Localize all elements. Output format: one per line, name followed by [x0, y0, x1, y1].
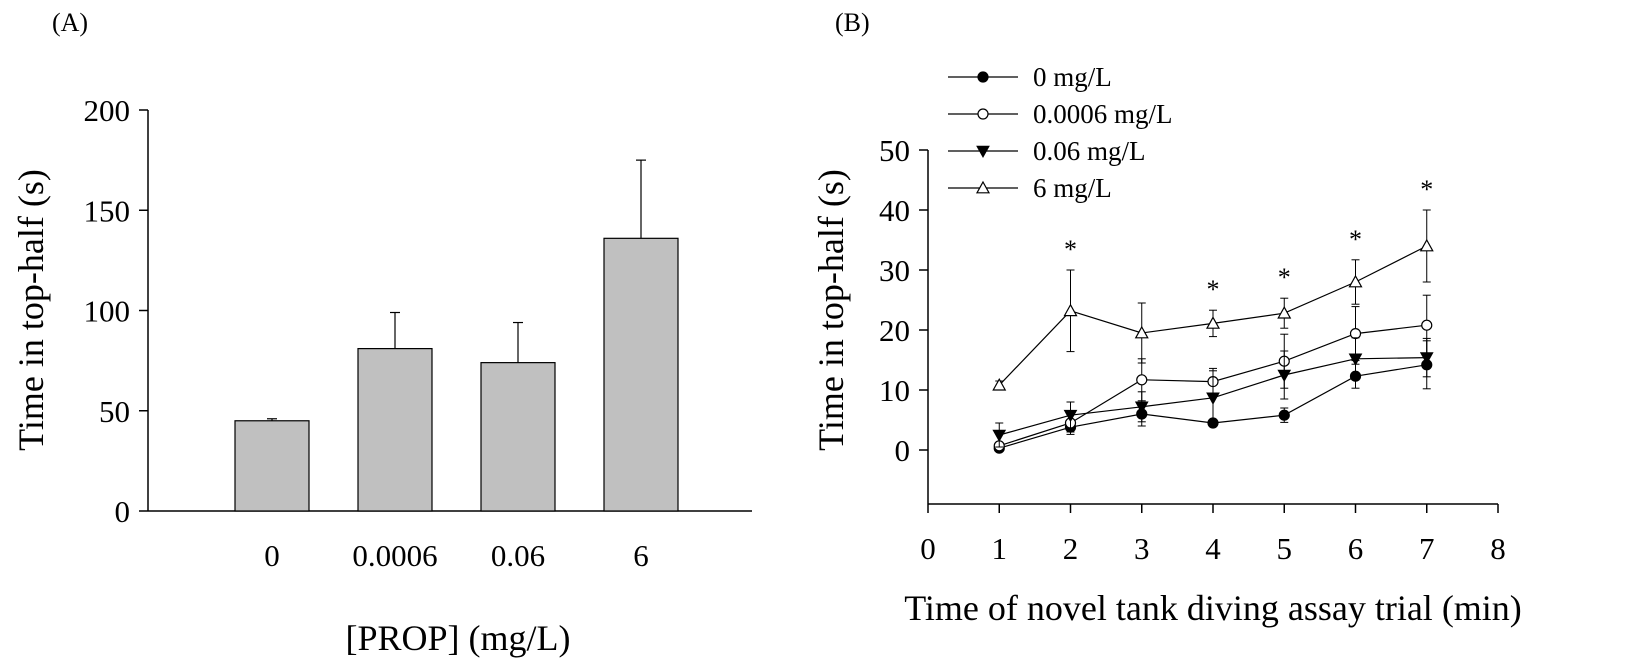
panel-b-legend-item: 6 mg/L: [948, 173, 1112, 203]
panel-a-label: (A): [52, 8, 88, 37]
panel-b-series-2: [992, 337, 1434, 448]
panel-a-x-tick-label: 0.06: [491, 538, 545, 573]
panel-b-significance-asterisk: *: [1064, 235, 1077, 264]
panel-b-legend-item: 0 mg/L: [948, 62, 1112, 92]
panel-a-x-axis-title: [PROP] (mg/L): [346, 618, 571, 658]
panel-b-significance-asterisk: *: [1349, 225, 1362, 254]
panel-b-data-point: [1278, 409, 1290, 421]
panel-b-data-point: [1205, 316, 1221, 329]
panel-b-x-tick-label: 0: [920, 531, 936, 566]
panel-b-x-tick-label: 6: [1348, 531, 1364, 566]
panel-b-legend-marker: [977, 108, 989, 120]
panel-b-series: [992, 209, 1434, 454]
panel-a-y-tick-label: 50: [99, 394, 130, 429]
panel-b-y-tick-label: 50: [879, 133, 910, 168]
panel-b-data-point: [1063, 409, 1078, 423]
panel-b-x-tick-label: 2: [1063, 531, 1079, 566]
panel-b-y-tick-label: 30: [879, 253, 910, 288]
panel-b-y-tick-label: 40: [879, 193, 910, 228]
panel-b-y-tick-label: 0: [895, 433, 911, 468]
panel-b-line-chart: (B) 0 10 20 30 40 50 0 1 2 3 4 5 6 7 8 * * * * * 0 mg/L 0.0…: [811, 8, 1522, 628]
panel-a-y-axis-title: Time in top-half (s): [11, 169, 51, 451]
panel-b-significance-markers: * * * * *: [1064, 175, 1433, 304]
panel-a-bar: [603, 237, 679, 512]
panel-b-legend-marker: [975, 180, 991, 194]
panel-a-y-tick-label: 0: [115, 494, 131, 529]
panel-a-x-tick-label: 0: [264, 538, 280, 573]
panel-a-y-tick-label: 150: [84, 193, 131, 228]
panel-b-x-tick-label: 8: [1490, 531, 1506, 566]
panel-b-x-tick-label: 1: [992, 531, 1008, 566]
panel-b-data-point: [1136, 374, 1148, 386]
panel-a-bar: [480, 362, 556, 512]
panel-a-bars: [234, 159, 679, 512]
panel-b-legend: 0 mg/L 0.0006 mg/L 0.06 mg/L 6 mg/L: [948, 62, 1173, 203]
panel-a-x-tick-label: 0.0006: [352, 538, 437, 573]
panel-b-legend-label: 0.06 mg/L: [1033, 136, 1146, 166]
panel-b-data-point: [1063, 303, 1078, 317]
panel-b-data-point: [992, 377, 1007, 391]
panel-b-data-point: [1348, 353, 1363, 366]
panel-b-data-point: [1134, 325, 1149, 339]
panel-b-y-tick-label: 10: [879, 373, 910, 408]
panel-b-y-tick-label: 20: [879, 313, 910, 348]
panel-b-data-point: [1134, 401, 1149, 414]
panel-b-x-tick-label: 4: [1205, 531, 1221, 566]
panel-b-data-point: [1419, 352, 1434, 365]
panel-b-legend-marker: [977, 71, 989, 83]
panel-b-legend-label: 0.0006 mg/L: [1033, 99, 1173, 129]
panel-b-data-point: [1277, 369, 1292, 383]
panel-b-axes: 0 10 20 30 40 50 0 1 2 3 4 5 6 7 8: [879, 133, 1506, 566]
panel-b-series-3: [992, 209, 1434, 391]
panel-a-y-tick-label: 200: [84, 93, 131, 128]
panel-b-legend-label: 0 mg/L: [1033, 62, 1112, 92]
panel-b-x-tick-label: 7: [1419, 531, 1435, 566]
panel-a-axes: 0 50 100 150 200 0 0.0006 0.06 6: [84, 93, 752, 573]
panel-a-y-tick-label: 100: [84, 294, 131, 329]
panel-b-significance-asterisk: *: [1278, 263, 1291, 292]
panel-a-bar: [357, 347, 433, 512]
panel-b-data-point: [992, 429, 1007, 443]
panel-b-data-point: [1348, 274, 1363, 288]
panel-b-legend-item: 0.0006 mg/L: [948, 99, 1173, 129]
panel-b-significance-asterisk: *: [1420, 175, 1433, 204]
panel-b-legend-item: 0.06 mg/L: [948, 136, 1146, 166]
panel-b-x-axis-title: Time of novel tank diving assay trial (m…: [904, 588, 1522, 628]
panel-a-bar-chart: (A) 0 50 100 150 200 0 0.0006 0.06 6 [PROP] (mg/…: [11, 8, 752, 658]
panel-b-data-point: [1419, 238, 1434, 252]
panel-b-x-tick-label: 5: [1277, 531, 1293, 566]
panel-b-y-axis-title: Time in top-half (s): [811, 169, 851, 451]
panel-b-data-point: [1421, 319, 1433, 331]
panel-b-label: (B): [835, 8, 870, 37]
panel-b-data-point: [1349, 328, 1362, 340]
panel-b-data-point: [1277, 305, 1292, 319]
panel-b-data-point: [1206, 392, 1220, 405]
panel-b-significance-asterisk: *: [1207, 275, 1220, 304]
panel-a-x-tick-label: 6: [633, 538, 649, 573]
panel-b-legend-label: 6 mg/L: [1033, 173, 1112, 203]
panel-b-x-tick-label: 3: [1134, 531, 1150, 566]
panel-b-legend-marker: [976, 145, 990, 159]
panel-a-bar: [234, 420, 310, 512]
